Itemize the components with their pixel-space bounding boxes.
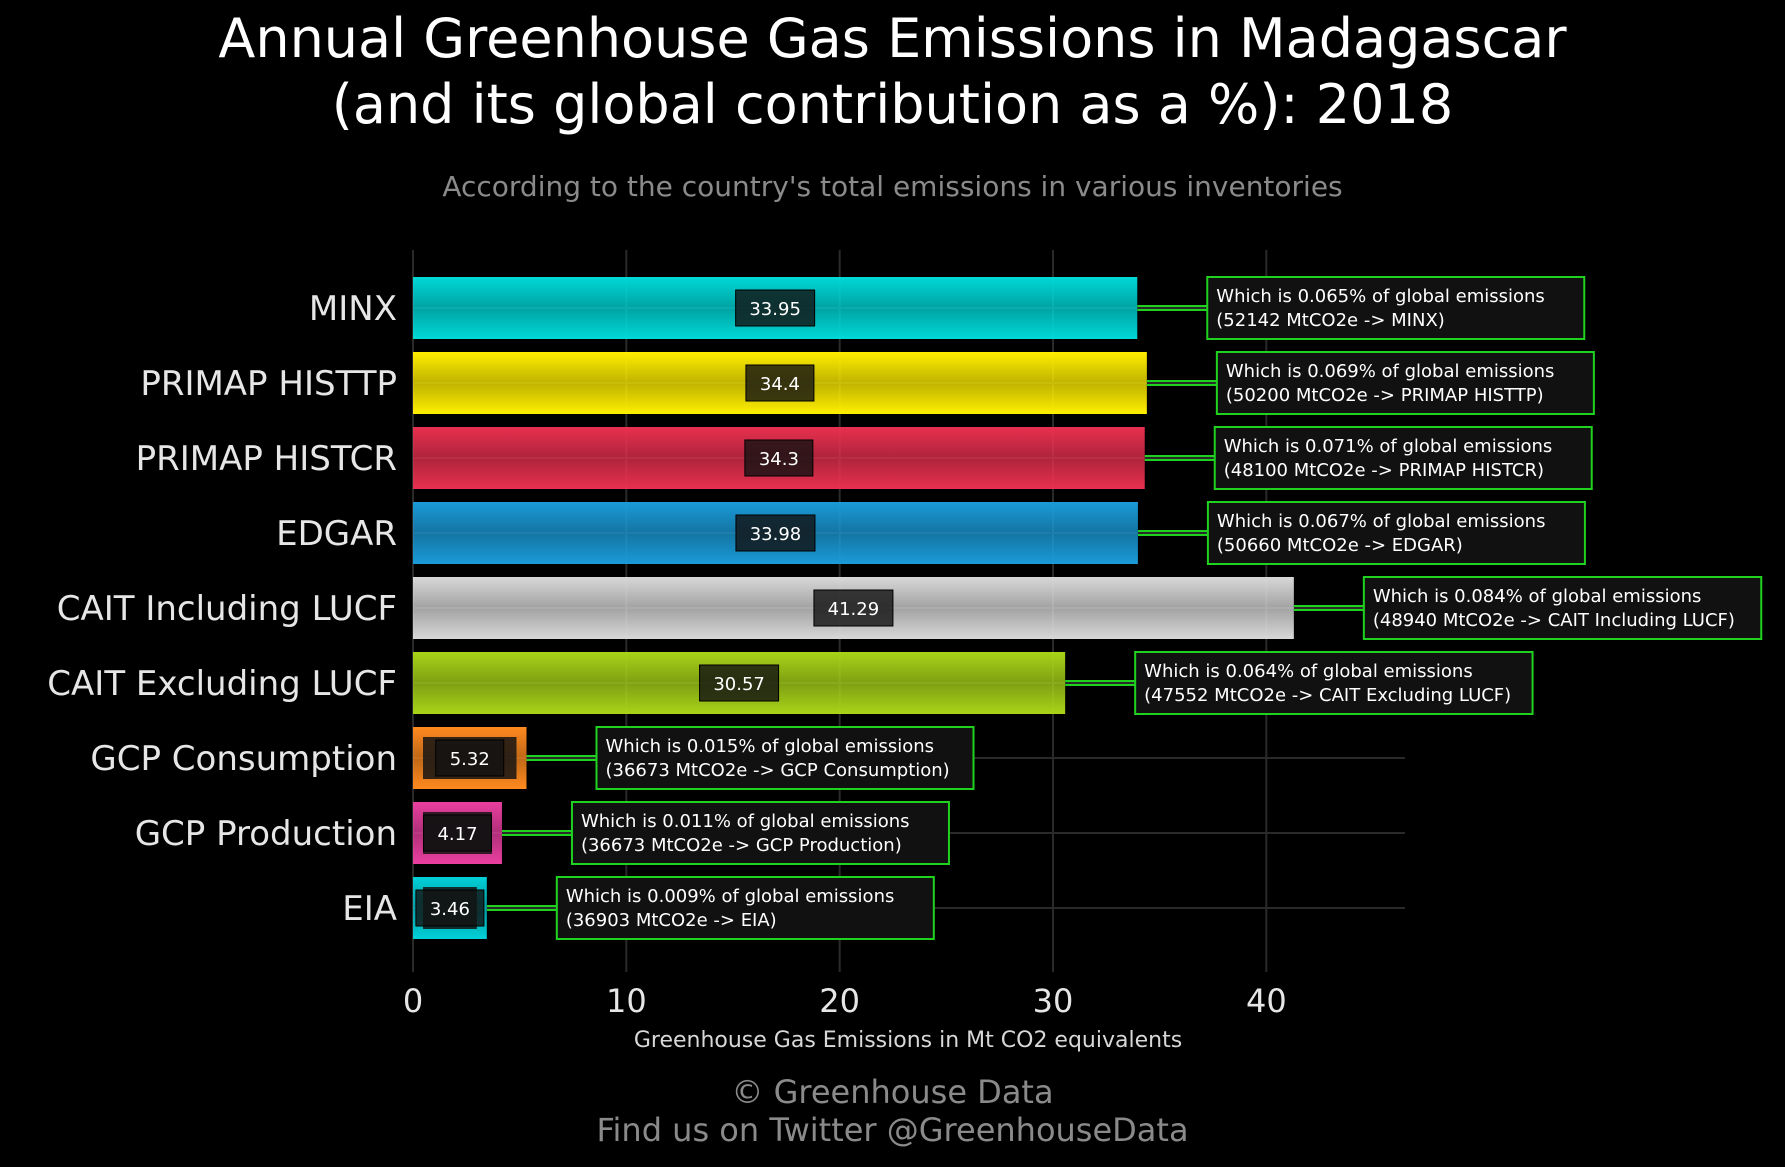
annotation-box — [1206, 501, 1586, 565]
category-label: GCP Consumption — [90, 739, 397, 779]
annotation-line-1: Which is 0.011% of global emissions — [581, 811, 910, 832]
annotation-line-1: Which is 0.069% of global emissions — [1226, 361, 1555, 382]
annotation-line-2: (36673 MtCO2e -> GCP Consumption) — [605, 760, 949, 781]
annotation-box — [555, 876, 935, 940]
x-axis-title: Greenhouse Gas Emissions in Mt CO2 equiv… — [634, 1028, 1182, 1053]
value-label-box — [735, 514, 816, 552]
chart-title: Annual Greenhouse Gas Emissions in Madag… — [0, 6, 1785, 138]
annotation-line-2: (36903 MtCO2e -> EIA) — [566, 910, 777, 931]
annotation-line-1: Which is 0.015% of global emissions — [605, 736, 934, 757]
x-tick-label: 10 — [606, 982, 647, 1020]
annotation-box — [1134, 651, 1534, 715]
value-label: 30.57 — [713, 674, 765, 695]
annotation-line-2: (47552 MtCO2e -> CAIT Excluding LUCF) — [1144, 685, 1511, 706]
category-label: CAIT Excluding LUCF — [47, 664, 397, 704]
annotation-line-1: Which is 0.067% of global emissions — [1217, 511, 1546, 532]
category-label: EIA — [342, 889, 397, 929]
value-label-box — [813, 589, 894, 627]
annotation-line-2: (50200 MtCO2e -> PRIMAP HISTTP) — [1226, 385, 1544, 406]
x-tick-label: 20 — [819, 982, 860, 1020]
annotation-box — [1206, 276, 1586, 340]
annotation-line-1: Which is 0.009% of global emissions — [566, 886, 895, 907]
value-label-box — [745, 364, 815, 402]
annotation-box — [570, 801, 950, 865]
annotation-box — [1213, 426, 1593, 490]
category-label: GCP Production — [135, 814, 397, 854]
value-label-box — [735, 289, 816, 327]
chart-title-line-1: Annual Greenhouse Gas Emissions in Madag… — [218, 7, 1567, 70]
x-tick-label: 30 — [1033, 982, 1074, 1020]
value-label: 34.4 — [760, 374, 800, 395]
credits-copyright: © Greenhouse Data — [731, 1073, 1054, 1111]
value-label-box — [422, 814, 492, 852]
value-label-box — [435, 739, 505, 777]
annotation-line-2: (48100 MtCO2e -> PRIMAP HISTCR) — [1224, 460, 1544, 481]
annotation-box — [1215, 351, 1595, 415]
category-label: MINX — [309, 289, 397, 329]
value-label: 4.17 — [437, 824, 477, 845]
annotation-line-2: (50660 MtCO2e -> EDGAR) — [1217, 535, 1463, 556]
value-label: 41.29 — [828, 599, 880, 620]
annotation-box — [1362, 576, 1763, 640]
axis-layer: 0 10 20 30 40 MINX PRIMAP HISTTP PRIMAP HISTCR E… — [47, 289, 1286, 1020]
chart-subtitle: According to the country's total emissio… — [442, 170, 1343, 203]
value-label-box — [744, 439, 814, 477]
annotation-line-2: (52142 MtCO2e -> MINX) — [1216, 310, 1445, 331]
annotation-line-2: (36673 MtCO2e -> GCP Production) — [581, 835, 902, 856]
annotation-line-1: Which is 0.071% of global emissions — [1224, 436, 1553, 457]
annotation-line-2: (48940 MtCO2e -> CAIT Including LUCF) — [1373, 610, 1735, 631]
value-label: 34.3 — [759, 449, 799, 470]
value-label: 5.32 — [450, 749, 490, 770]
category-label: PRIMAP HISTCR — [136, 439, 397, 479]
bars-layer: 33.95 Which is 0.065% of global emissions… — [413, 276, 1763, 940]
x-tick-label: 0 — [403, 982, 423, 1020]
chart-title-line-2: (and its global contribution as a %): 20… — [331, 73, 1454, 136]
value-label-box — [699, 664, 780, 702]
annotation-line-1: Which is 0.084% of global emissions — [1373, 586, 1702, 607]
credits-twitter: Find us on Twitter @GreenhouseData — [596, 1111, 1189, 1149]
category-label: EDGAR — [276, 514, 397, 554]
value-label: 3.46 — [430, 899, 470, 920]
annotation-line-1: Which is 0.064% of global emissions — [1144, 661, 1473, 682]
annotation-box — [595, 726, 975, 790]
x-tick-label: 40 — [1246, 982, 1287, 1020]
value-label: 33.98 — [750, 524, 802, 545]
category-label: CAIT Including LUCF — [57, 589, 397, 629]
credits: © Greenhouse Data Find us on Twitter @Gr… — [0, 1073, 1785, 1149]
category-label: PRIMAP HISTTP — [140, 364, 397, 404]
value-label-box — [415, 889, 485, 927]
value-label: 33.95 — [749, 299, 801, 320]
annotation-line-1: Which is 0.065% of global emissions — [1216, 286, 1545, 307]
